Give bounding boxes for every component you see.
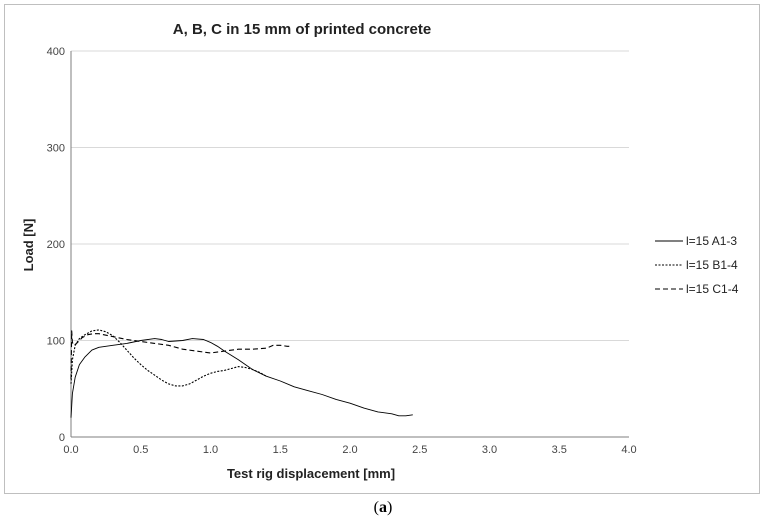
- y-tick-label: 100: [47, 336, 65, 348]
- x-tick-label: 1.5: [273, 444, 288, 456]
- series-line-2: [70, 329, 267, 387]
- axes: [70, 51, 629, 438]
- x-tick-label: 0.5: [133, 444, 148, 456]
- x-tick-label: 2.0: [342, 444, 357, 456]
- chart-frame: A, B, C in 15 mm of printed concrete 0 10…: [4, 4, 760, 494]
- series-lines: [70, 329, 413, 418]
- legend: l=15 A1-3 l=15 B1-4 l=15 C1-4: [655, 234, 739, 296]
- x-tick-label: 1.0: [203, 444, 218, 456]
- figure-caption: (a): [373, 499, 393, 516]
- y-tick-labels: 0 100 200 300 400: [47, 46, 65, 444]
- y-axis-label: Load [N]: [21, 219, 36, 272]
- x-tick-label: 3.0: [482, 444, 497, 456]
- grid-lines: [71, 50, 629, 341]
- y-tick-label: 0: [59, 432, 65, 444]
- x-tick-label: 2.5: [412, 444, 427, 456]
- legend-label: l=15 A1-3: [686, 234, 737, 248]
- chart-svg: A, B, C in 15 mm of printed concrete 0 10…: [21, 21, 739, 481]
- y-tick-label: 400: [47, 46, 65, 58]
- legend-label: l=15 C1-4: [686, 282, 739, 296]
- x-tick-labels: 0.0 0.5 1.0 1.5 2.0 2.5 3.0 3.5 4.0: [63, 444, 636, 456]
- x-tick-label: 3.5: [552, 444, 567, 456]
- legend-label: l=15 B1-4: [686, 258, 738, 272]
- x-tick-label: 0.0: [63, 444, 78, 456]
- y-tick-label: 300: [47, 143, 65, 155]
- x-tick-label: 4.0: [621, 444, 636, 456]
- series-line-1: [70, 338, 413, 418]
- x-axis-label: Test rig displacement [mm]: [227, 466, 395, 481]
- y-tick-label: 200: [47, 239, 65, 251]
- chart-title: A, B, C in 15 mm of printed concrete: [173, 21, 431, 38]
- series-line-3: [70, 330, 292, 380]
